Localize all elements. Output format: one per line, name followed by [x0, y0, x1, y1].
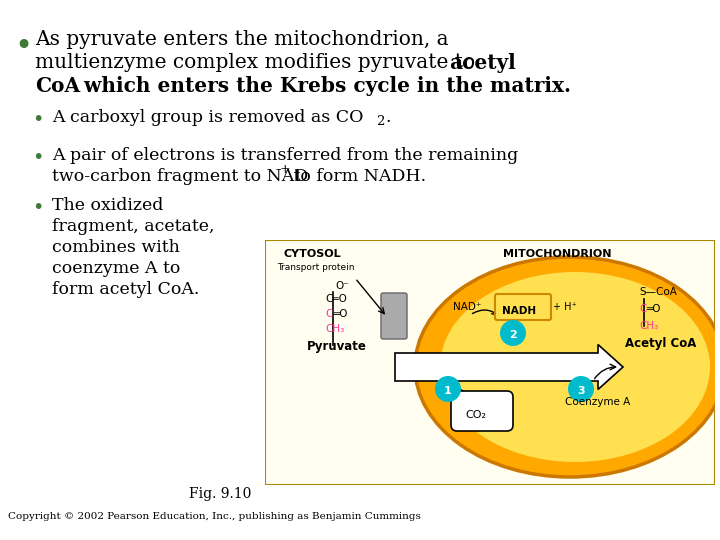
FancyBboxPatch shape [265, 240, 715, 485]
Text: As pyruvate enters the mitochondrion, a: As pyruvate enters the mitochondrion, a [35, 30, 449, 49]
FancyBboxPatch shape [381, 293, 407, 339]
Text: •: • [14, 32, 32, 61]
Text: multienzyme complex modifies pyruvate to: multienzyme complex modifies pyruvate to [35, 53, 482, 72]
Ellipse shape [415, 257, 720, 477]
Text: Acetyl CoA: Acetyl CoA [625, 337, 696, 350]
FancyBboxPatch shape [495, 294, 551, 320]
Ellipse shape [440, 272, 710, 462]
Text: CoA: CoA [35, 76, 80, 96]
Text: Copyright © 2002 Pearson Education, Inc., publishing as Benjamin Cummings: Copyright © 2002 Pearson Education, Inc.… [8, 512, 421, 521]
Text: +: + [280, 163, 291, 176]
Text: A pair of electrons is transferred from the remaining: A pair of electrons is transferred from … [52, 147, 518, 164]
Text: •: • [32, 148, 43, 167]
Circle shape [435, 376, 461, 402]
Text: 2: 2 [509, 330, 517, 340]
Text: MITOCHONDRION: MITOCHONDRION [503, 249, 611, 259]
Circle shape [568, 376, 594, 402]
Text: 2: 2 [376, 115, 384, 128]
Text: •: • [32, 110, 43, 129]
Text: CH₃: CH₃ [639, 321, 658, 331]
Text: .: . [385, 109, 390, 126]
Text: •: • [32, 198, 43, 217]
Text: to form NADH.: to form NADH. [288, 168, 426, 185]
Text: Transport protein: Transport protein [277, 263, 354, 272]
Text: C═O: C═O [325, 294, 347, 304]
Text: fragment, acetate,: fragment, acetate, [52, 218, 215, 235]
Text: Pyruvate: Pyruvate [307, 340, 367, 353]
Text: S—CoA: S—CoA [639, 287, 677, 297]
Text: C: C [325, 309, 333, 319]
Text: O⁻: O⁻ [335, 281, 348, 291]
Text: which enters the Krebs cycle in the matrix.: which enters the Krebs cycle in the matr… [77, 76, 571, 96]
Text: CYTOSOL: CYTOSOL [283, 249, 341, 259]
FancyArrow shape [395, 345, 623, 389]
Text: two-carbon fragment to NAD: two-carbon fragment to NAD [52, 168, 308, 185]
FancyBboxPatch shape [451, 391, 513, 431]
Text: coenzyme A to: coenzyme A to [52, 260, 181, 277]
Text: acetyl: acetyl [449, 53, 516, 73]
Text: CH₃: CH₃ [325, 324, 344, 334]
Text: ═O: ═O [646, 304, 660, 314]
Text: 3: 3 [577, 386, 585, 396]
Text: A carboxyl group is removed as CO: A carboxyl group is removed as CO [52, 109, 364, 126]
Text: The oxidized: The oxidized [52, 197, 163, 214]
Text: NAD⁺: NAD⁺ [453, 302, 482, 312]
Text: + H⁺: + H⁺ [553, 302, 577, 312]
Text: NADH: NADH [502, 306, 536, 316]
Text: C: C [639, 304, 647, 314]
Text: 1: 1 [444, 386, 451, 396]
Circle shape [500, 320, 526, 346]
Text: form acetyl CoA.: form acetyl CoA. [52, 281, 199, 298]
Text: combines with: combines with [52, 239, 180, 256]
Text: ═O: ═O [333, 309, 348, 319]
Text: Coenzyme A: Coenzyme A [565, 397, 630, 407]
Text: CO₂: CO₂ [465, 410, 486, 420]
Text: Fig. 9.10: Fig. 9.10 [189, 487, 251, 501]
